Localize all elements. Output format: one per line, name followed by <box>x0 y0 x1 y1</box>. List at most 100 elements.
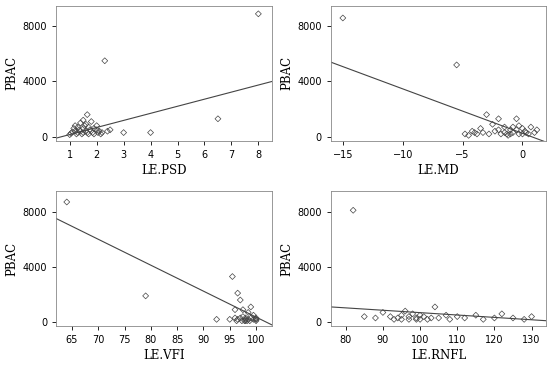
Point <box>96 131 105 137</box>
Point <box>442 312 450 318</box>
Point <box>231 307 240 313</box>
Point <box>471 312 480 318</box>
Point <box>427 315 436 321</box>
Point <box>491 128 500 134</box>
Point <box>452 62 461 68</box>
Point <box>231 315 240 321</box>
Point <box>512 116 521 122</box>
Point <box>254 11 263 17</box>
Point <box>514 131 523 137</box>
Point <box>494 116 503 122</box>
Point <box>70 125 78 131</box>
Point <box>241 318 250 324</box>
Point <box>84 131 93 137</box>
Point <box>379 309 388 315</box>
Point <box>390 316 399 322</box>
Point <box>73 130 82 135</box>
Point <box>527 124 535 130</box>
Point <box>500 130 509 135</box>
Point <box>79 117 88 123</box>
Point <box>94 130 103 135</box>
Point <box>98 130 107 135</box>
Point <box>92 127 101 133</box>
Point <box>496 131 505 137</box>
Point <box>232 318 241 324</box>
Point <box>460 315 469 321</box>
Point <box>103 128 112 134</box>
Point <box>500 124 509 130</box>
Point <box>508 124 517 130</box>
Point <box>119 130 128 135</box>
Point <box>236 315 245 321</box>
Point <box>412 315 421 321</box>
Point <box>233 290 242 296</box>
Point <box>87 118 95 124</box>
Point <box>80 123 89 129</box>
Point <box>249 312 258 318</box>
Point <box>518 125 527 131</box>
Point <box>504 132 513 138</box>
Point <box>243 318 252 324</box>
Point <box>65 132 74 138</box>
Point <box>83 130 92 135</box>
Point <box>470 130 479 135</box>
Point <box>237 318 246 324</box>
Point <box>244 309 253 315</box>
Point <box>473 131 481 137</box>
Point <box>106 127 115 133</box>
Point <box>71 123 79 129</box>
Point <box>249 316 258 322</box>
Point <box>502 131 511 137</box>
Point <box>416 316 424 322</box>
Point <box>252 316 261 322</box>
Point <box>506 131 515 137</box>
Point <box>238 314 247 319</box>
Point <box>479 130 487 135</box>
Point <box>68 129 77 135</box>
Point <box>468 128 476 134</box>
Point <box>71 128 79 134</box>
Point <box>420 314 428 319</box>
Point <box>252 315 261 321</box>
Point <box>386 314 395 319</box>
Point <box>84 124 93 130</box>
X-axis label: LE.RNFL: LE.RNFL <box>411 350 466 362</box>
Point <box>527 314 536 319</box>
Point <box>244 316 253 322</box>
Point <box>397 316 406 322</box>
X-axis label: LE.PSD: LE.PSD <box>141 164 187 177</box>
Point <box>394 315 402 321</box>
Point <box>423 316 432 322</box>
Point <box>476 125 485 131</box>
Point <box>72 131 81 137</box>
Point <box>520 316 529 322</box>
X-axis label: LE.MD: LE.MD <box>418 164 459 177</box>
Point <box>240 318 249 324</box>
Point <box>236 297 245 303</box>
Point <box>89 125 98 131</box>
Point <box>518 131 527 137</box>
Point <box>252 318 261 324</box>
Y-axis label: PBAC: PBAC <box>6 56 19 90</box>
Point <box>464 132 473 138</box>
Point <box>405 314 413 319</box>
Point <box>494 127 503 133</box>
Y-axis label: PBAC: PBAC <box>280 56 293 90</box>
Point <box>524 131 533 137</box>
Point <box>233 316 242 322</box>
Point <box>416 312 424 318</box>
Point <box>238 307 247 313</box>
Point <box>514 123 523 129</box>
Point <box>73 124 82 130</box>
Point <box>497 311 506 317</box>
Point <box>146 130 155 135</box>
Point <box>405 316 413 322</box>
Y-axis label: PBAC: PBAC <box>6 241 19 276</box>
Point <box>86 127 94 133</box>
Point <box>141 293 150 299</box>
Point <box>453 314 461 319</box>
Point <box>88 130 97 135</box>
Point <box>522 130 530 135</box>
Point <box>89 131 98 137</box>
Point <box>76 120 85 126</box>
